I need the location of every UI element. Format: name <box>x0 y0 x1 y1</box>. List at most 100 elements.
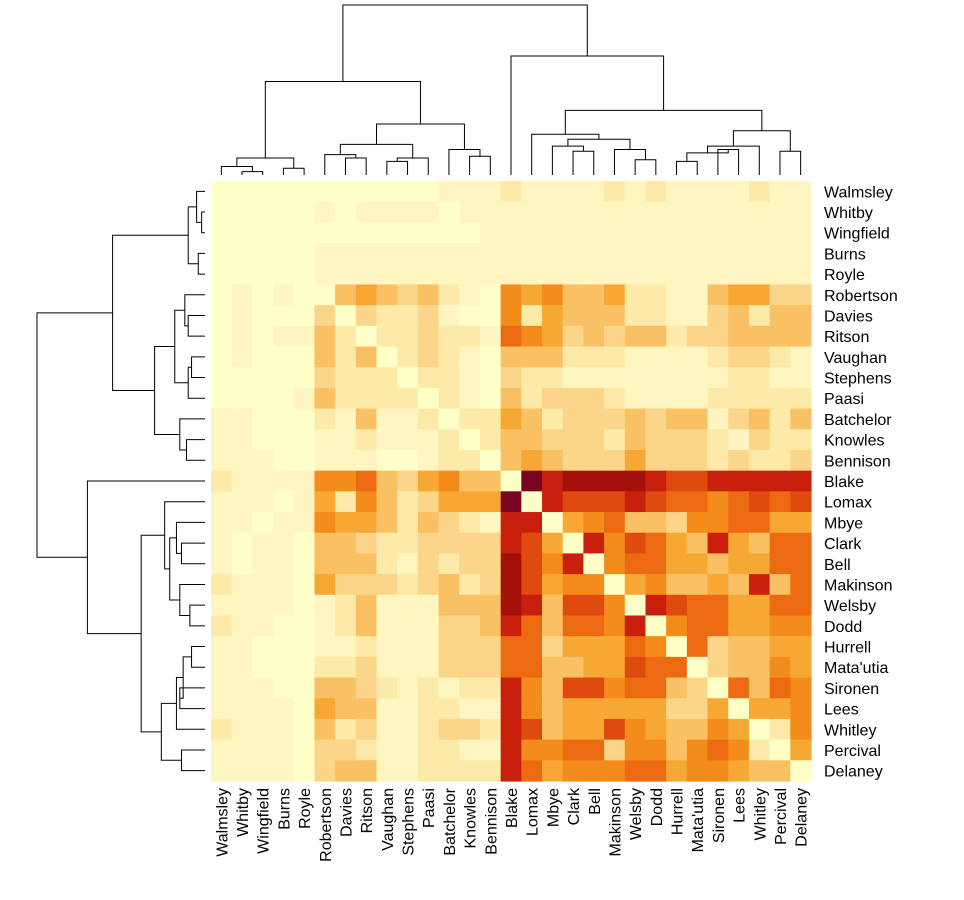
heatmap-cell <box>686 284 709 306</box>
heatmap-cell <box>335 429 357 451</box>
heatmap-cell <box>417 449 440 472</box>
heatmap-cell <box>521 532 543 555</box>
heatmap-cell <box>376 263 398 286</box>
heatmap-cell <box>293 181 316 203</box>
heatmap-cell <box>769 594 791 617</box>
heatmap-cell <box>521 615 543 637</box>
heatmap-cell <box>252 243 274 265</box>
heatmap-cell <box>790 325 812 348</box>
heatmap-cell <box>728 305 750 327</box>
dendrogram-branch <box>339 143 414 158</box>
heatmap-cell <box>728 367 750 389</box>
dendrogram-branch <box>396 157 429 175</box>
heatmap-cell <box>231 677 253 699</box>
heatmap-cell <box>211 553 233 575</box>
heatmap-cell <box>459 615 481 637</box>
heatmap-cell <box>459 698 481 720</box>
heatmap-cell <box>335 263 357 286</box>
heatmap-cell <box>624 181 647 203</box>
heatmap-cell <box>376 677 398 699</box>
heatmap-cell <box>542 429 564 451</box>
heatmap-cell <box>438 760 460 782</box>
heatmap-cell <box>645 387 667 410</box>
heatmap-cell <box>604 656 626 679</box>
row-label: Clark <box>824 536 862 553</box>
heatmap-cell <box>707 201 729 223</box>
heatmap-cell <box>790 408 812 430</box>
heatmap-cell <box>728 615 750 637</box>
column-label: Davies <box>338 788 355 837</box>
heatmap-cell <box>335 367 357 389</box>
heatmap-cell <box>666 553 688 575</box>
heatmap-cell <box>686 718 709 741</box>
dendrogram-branch <box>613 149 646 175</box>
heatmap-cell <box>500 491 522 513</box>
heatmap-cell <box>645 677 667 699</box>
row-label: Davies <box>824 308 873 325</box>
heatmap-cell <box>686 677 709 699</box>
heatmap-cell <box>748 636 771 658</box>
heatmap-cell <box>748 387 771 410</box>
heatmap-cell <box>645 760 667 782</box>
dendrogram-branch <box>510 55 665 175</box>
heatmap-cell <box>438 284 460 306</box>
heatmap-cell <box>231 470 253 492</box>
heatmap-cell <box>583 346 605 368</box>
row-label: Bennison <box>824 453 891 470</box>
heatmap-cell <box>604 760 626 782</box>
heatmap-cell <box>583 656 605 679</box>
heatmap-cell <box>769 243 791 265</box>
heatmap-cell <box>500 636 522 658</box>
row-label: Batchelor <box>824 412 892 429</box>
heatmap-cell <box>521 491 543 513</box>
heatmap-cell <box>604 594 626 617</box>
heatmap-cell <box>686 201 709 223</box>
dendrogram-branch <box>175 677 205 730</box>
heatmap-cell <box>252 201 274 223</box>
heatmap-cell <box>645 574 667 596</box>
heatmap-cell <box>707 677 729 699</box>
heatmap-cell <box>562 201 585 223</box>
heatmap-cell <box>645 305 667 327</box>
heatmap-cell <box>417 222 440 244</box>
heatmap-cell <box>790 615 812 637</box>
dendrogram-branch <box>186 439 205 461</box>
heatmap-cell <box>211 594 233 617</box>
heatmap-cell <box>500 263 522 286</box>
heatmap-cell <box>397 325 419 348</box>
heatmap-cell <box>273 367 295 389</box>
row-label: Mbye <box>824 515 863 532</box>
heatmap-cell <box>790 656 812 679</box>
heatmap-cell <box>645 470 667 492</box>
heatmap-cell <box>645 718 667 741</box>
heatmap-cell <box>562 532 585 555</box>
heatmap-cell <box>417 553 440 575</box>
heatmap-cell <box>769 532 791 555</box>
heatmap-cell <box>583 636 605 658</box>
heatmap-cell <box>335 677 357 699</box>
dendrogram-branch <box>676 160 698 175</box>
heatmap-cell <box>438 222 460 244</box>
column-label: Welsby <box>628 788 645 840</box>
heatmap-cell <box>231 408 253 430</box>
heatmap-cell <box>397 243 419 265</box>
heatmap-cell <box>314 760 336 782</box>
heatmap-cell <box>314 718 336 741</box>
heatmap-cell <box>542 387 564 410</box>
heatmap-cell <box>355 532 378 555</box>
heatmap-cell <box>728 677 750 699</box>
heatmap-cell <box>500 615 522 637</box>
heatmap-cell <box>624 739 647 761</box>
dendrogram-branch <box>469 155 491 175</box>
row-label: Welsby <box>824 598 876 615</box>
heatmap-cell <box>790 346 812 368</box>
heatmap-cell <box>666 449 688 472</box>
heatmap-cell <box>728 739 750 761</box>
heatmap-cell <box>438 615 460 637</box>
heatmap-cell <box>397 491 419 513</box>
heatmap-cell <box>790 698 812 720</box>
heatmap-cell <box>231 305 253 327</box>
heatmap-cell <box>666 284 688 306</box>
heatmap-cell <box>790 243 812 265</box>
heatmap-cell <box>376 739 398 761</box>
